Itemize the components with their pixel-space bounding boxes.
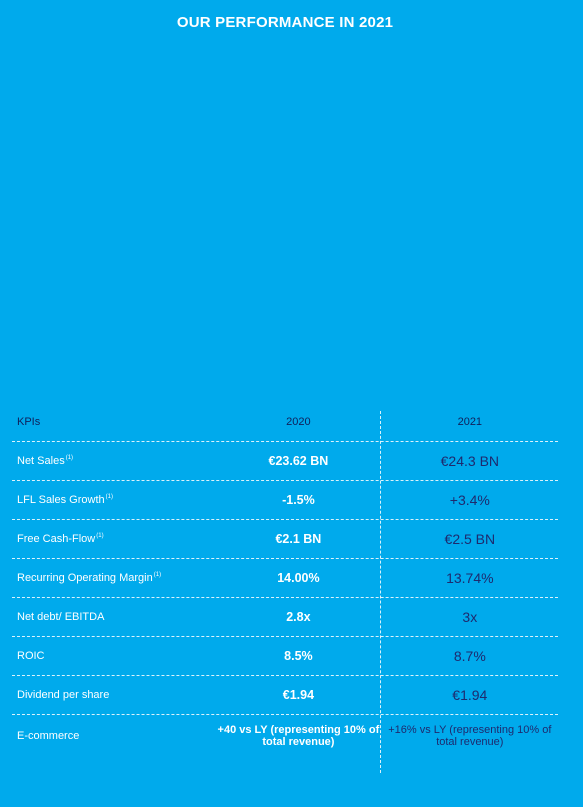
- kpi-label: LFL Sales Growth(1): [17, 494, 113, 506]
- table-header-row: KPIs 2020 2021: [12, 403, 558, 442]
- kpi-label: ROIC: [17, 650, 45, 662]
- header-kpis: KPIs: [17, 416, 41, 428]
- value-2020: €23.62 BN: [268, 454, 329, 468]
- page-title: OUR PERFORMANCE IN 2021: [176, 14, 394, 31]
- value-2020: 2.8x: [286, 610, 311, 624]
- value-2020: €2.1 BN: [275, 532, 322, 546]
- value-2021: €24.3 BN: [440, 453, 500, 469]
- value-2021: 8.7%: [453, 648, 486, 664]
- value-2021: +3.4%: [449, 492, 490, 508]
- header-2021: 2021: [457, 416, 483, 428]
- column-divider: [380, 411, 381, 773]
- kpi-label: Dividend per share: [17, 689, 110, 701]
- value-2020: 8.5%: [284, 649, 313, 663]
- kpi-table: KPIs 2020 2021 Net Sales(1) €23.62 BN €2…: [12, 403, 558, 773]
- table-row: ROIC 8.5% 8.7%: [12, 637, 558, 676]
- table-row: LFL Sales Growth(1) -1.5% +3.4%: [12, 481, 558, 520]
- value-2020: 14.00%: [277, 571, 320, 585]
- kpi-label: Net Sales(1): [17, 455, 74, 467]
- value-2020: -1.5%: [282, 493, 315, 507]
- table-row: Dividend per share €1.94 €1.94: [12, 676, 558, 715]
- kpi-label: Free Cash-Flow(1): [17, 533, 104, 545]
- header-2020: 2020: [286, 416, 311, 428]
- value-2020: €1.94: [282, 688, 315, 702]
- value-2021: €1.94: [452, 687, 488, 703]
- kpi-label: Recurring Operating Margin(1): [17, 572, 162, 584]
- kpi-label: Net debt/ EBITDA: [17, 611, 105, 623]
- table-row: Net Sales(1) €23.62 BN €24.3 BN: [12, 442, 558, 481]
- table-row: Net debt/ EBITDA 2.8x 3x: [12, 598, 558, 637]
- kpi-label: E-commerce: [17, 730, 80, 742]
- value-2021: 13.74%: [446, 570, 494, 586]
- value-2021: +16% vs LY (representing 10% of total re…: [388, 724, 552, 748]
- table-row: E-commerce +40 vs LY (representing 10% o…: [12, 715, 558, 757]
- table-row: Free Cash-Flow(1) €2.1 BN €2.5 BN: [12, 520, 558, 559]
- value-2021: 3x: [462, 609, 478, 625]
- value-2021: €2.5 BN: [444, 531, 496, 547]
- value-2020: +40 vs LY (representing 10% of total rev…: [217, 724, 380, 748]
- table-row: Recurring Operating Margin(1) 14.00% 13.…: [12, 559, 558, 598]
